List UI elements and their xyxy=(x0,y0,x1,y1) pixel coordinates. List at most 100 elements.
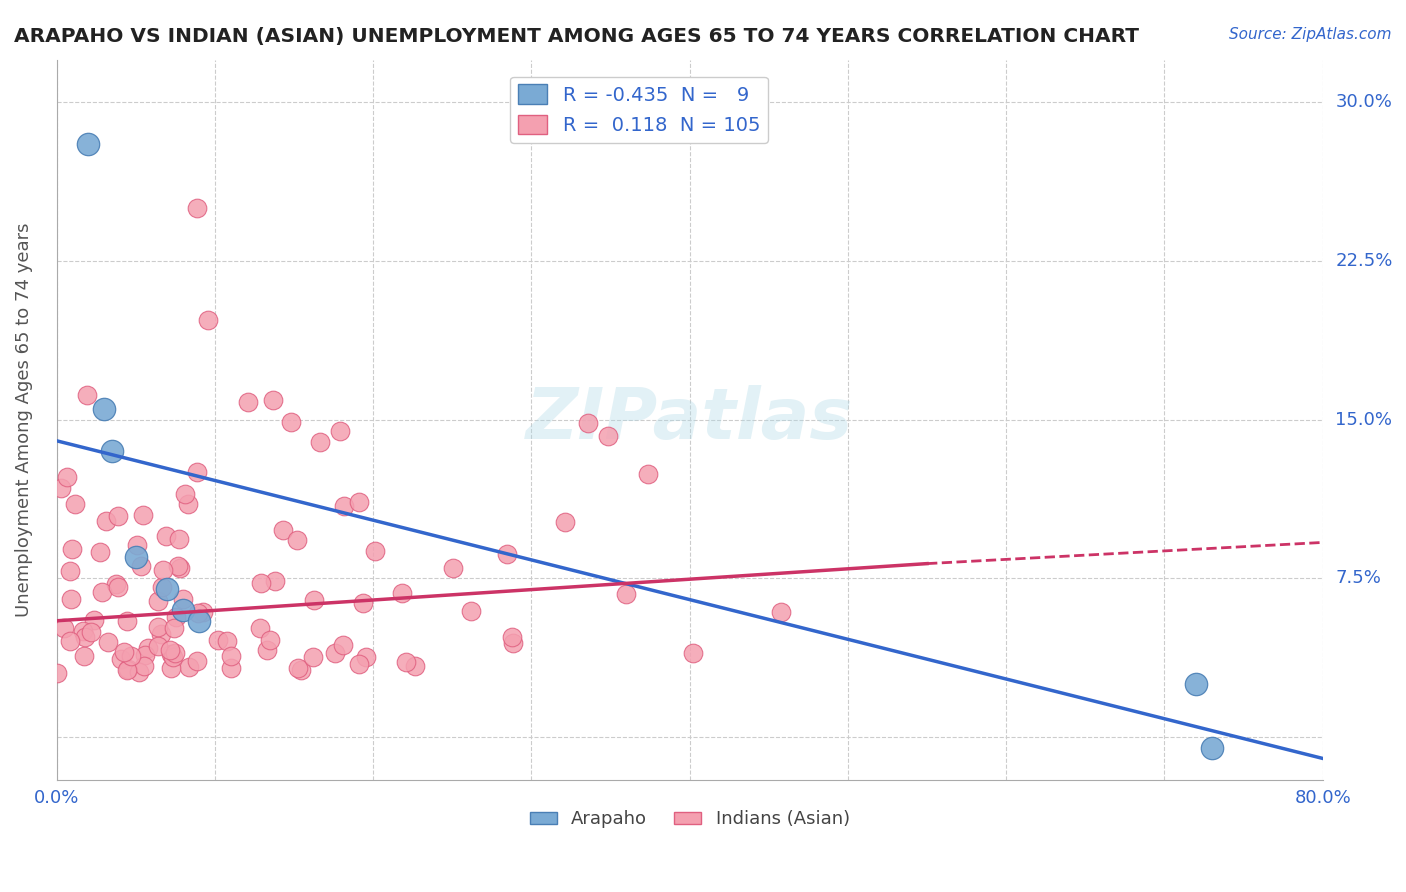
Point xyxy=(172,592,194,607)
Point xyxy=(96,514,118,528)
Point xyxy=(73,648,96,663)
Point xyxy=(149,627,172,641)
Text: 30.0%: 30.0% xyxy=(1336,93,1392,111)
Text: ARAPAHO VS INDIAN (ASIAN) UNEMPLOYMENT AMONG AGES 65 TO 74 YEARS CORRELATION CHA: ARAPAHO VS INDIAN (ASIAN) UNEMPLOYMENT A… xyxy=(14,27,1139,45)
Point xyxy=(58,564,80,578)
Point xyxy=(186,201,208,215)
Y-axis label: Unemployment Among Ages 65 to 74 years: Unemployment Among Ages 65 to 74 years xyxy=(15,222,32,617)
Point xyxy=(59,634,82,648)
Point xyxy=(614,586,637,600)
Point xyxy=(104,576,127,591)
Point xyxy=(364,544,387,558)
Point xyxy=(146,594,169,608)
Point xyxy=(682,646,704,660)
Point xyxy=(148,620,170,634)
Point xyxy=(323,646,346,660)
Point xyxy=(167,558,190,573)
Point xyxy=(73,630,96,644)
Point xyxy=(53,621,76,635)
Point xyxy=(134,659,156,673)
Point xyxy=(285,533,308,548)
Point xyxy=(163,646,186,660)
Legend: Arapaho, Indians (Asian): Arapaho, Indians (Asian) xyxy=(522,803,858,836)
Text: 7.5%: 7.5% xyxy=(1336,569,1381,588)
Point xyxy=(125,538,148,552)
Point xyxy=(302,593,325,607)
Point xyxy=(93,402,115,417)
Point xyxy=(302,649,325,664)
Point xyxy=(347,657,370,671)
Point xyxy=(236,395,259,409)
Point xyxy=(502,636,524,650)
Point xyxy=(77,137,100,152)
Point xyxy=(83,613,105,627)
Point xyxy=(770,605,793,619)
Point xyxy=(56,470,79,484)
Point xyxy=(219,649,242,664)
Point xyxy=(107,508,129,523)
Point xyxy=(249,621,271,635)
Point xyxy=(59,592,82,607)
Point xyxy=(160,661,183,675)
Point xyxy=(169,561,191,575)
Point xyxy=(554,515,576,529)
Point xyxy=(329,424,352,438)
Point xyxy=(495,547,517,561)
Point xyxy=(309,434,332,449)
Point xyxy=(193,606,215,620)
Text: 22.5%: 22.5% xyxy=(1336,252,1393,269)
Point xyxy=(391,586,413,600)
Point xyxy=(172,603,194,617)
Point xyxy=(152,564,174,578)
Point xyxy=(72,624,94,638)
Point xyxy=(165,609,187,624)
Point xyxy=(287,661,309,675)
Text: ZIPatlas: ZIPatlas xyxy=(526,385,853,454)
Point xyxy=(129,559,152,574)
Point xyxy=(156,582,179,596)
Point xyxy=(1185,677,1208,691)
Point xyxy=(197,312,219,326)
Point xyxy=(134,648,156,662)
Point xyxy=(263,574,285,589)
Point xyxy=(188,614,211,628)
Point xyxy=(262,392,284,407)
Point xyxy=(136,640,159,655)
Point xyxy=(259,633,281,648)
Point xyxy=(96,635,118,649)
Point xyxy=(115,614,138,628)
Point xyxy=(115,664,138,678)
Point xyxy=(637,467,659,482)
Point xyxy=(107,580,129,594)
Point xyxy=(162,649,184,664)
Point xyxy=(45,665,67,680)
Point xyxy=(347,495,370,509)
Point xyxy=(217,634,239,648)
Point xyxy=(167,533,190,547)
Point xyxy=(173,487,195,501)
Point xyxy=(207,633,229,648)
Point xyxy=(249,575,271,590)
Point xyxy=(163,621,186,635)
Point xyxy=(354,649,377,664)
Point xyxy=(159,643,181,657)
Point xyxy=(76,387,98,401)
Point xyxy=(80,624,103,639)
Point xyxy=(576,416,599,430)
Point xyxy=(596,429,619,443)
Point xyxy=(1201,740,1223,755)
Point xyxy=(117,662,139,676)
Point xyxy=(132,508,155,523)
Point xyxy=(219,661,242,675)
Point xyxy=(89,545,111,559)
Point xyxy=(332,638,354,652)
Point xyxy=(395,655,418,669)
Point xyxy=(63,497,86,511)
Point xyxy=(271,523,294,537)
Point xyxy=(160,648,183,662)
Point xyxy=(333,499,356,513)
Point xyxy=(150,580,173,594)
Point xyxy=(280,415,302,429)
Point xyxy=(441,561,464,575)
Point xyxy=(101,444,124,458)
